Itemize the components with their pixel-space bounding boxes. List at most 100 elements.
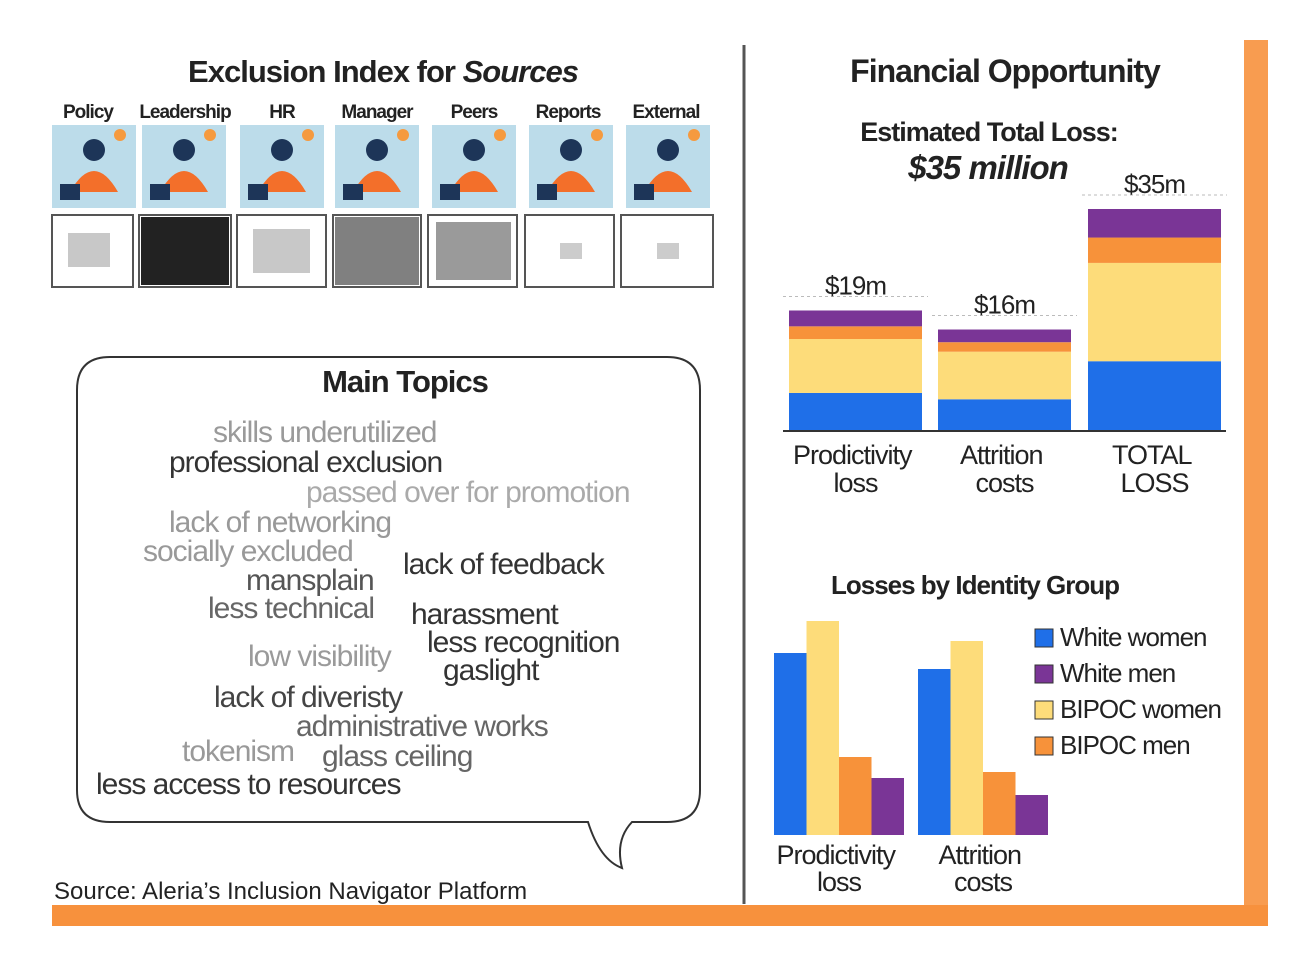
topic-word: professional exclusion — [169, 446, 442, 479]
source-icon — [142, 125, 226, 208]
legend-label: BIPOC women — [1060, 694, 1221, 724]
title-text: Exclusion Index for — [188, 54, 463, 89]
source-label: Leadership — [139, 102, 231, 123]
bar — [983, 772, 1016, 835]
icon-detail — [494, 129, 506, 141]
icon-detail — [343, 184, 363, 200]
bar — [1015, 795, 1048, 835]
icon-detail — [114, 129, 126, 141]
icon-head — [560, 139, 582, 161]
chart-title: Financial Opportunity — [850, 53, 1161, 89]
icon-detail — [204, 129, 216, 141]
icon-detail — [591, 129, 603, 141]
index-box — [524, 214, 615, 288]
source-label: HR — [269, 102, 296, 123]
topic-word: socially excluded — [143, 535, 353, 568]
bar-segment — [789, 339, 922, 393]
icon-detail — [150, 184, 170, 200]
total-annotation: $35 million — [907, 149, 1068, 186]
icon-body — [258, 171, 306, 192]
topic-word: lack of diveristy — [214, 681, 403, 714]
icon-detail — [397, 129, 409, 141]
icon-head — [657, 139, 679, 161]
title-emphasis: Sources — [463, 54, 579, 89]
section-title: Exclusion Index for Sources — [188, 54, 579, 89]
topic-word: less recognition — [427, 626, 619, 659]
icon-head — [366, 139, 388, 161]
source-icon — [335, 125, 419, 208]
bar-segment — [938, 351, 1071, 400]
topic-word: skills underutilized — [213, 416, 436, 449]
legend-swatch — [1034, 700, 1054, 720]
source-icon — [626, 125, 710, 208]
legend-swatch — [1034, 628, 1054, 648]
legend-label: White women — [1060, 622, 1207, 652]
x-tick-label: Prodictivity loss — [793, 440, 918, 498]
source-icon — [529, 125, 613, 208]
bar — [950, 641, 983, 835]
total-label: $35m — [1124, 169, 1185, 199]
topic-word: mansplain — [246, 564, 374, 597]
legend-swatch — [1034, 664, 1054, 684]
topic-word: tokenism — [182, 735, 294, 768]
index-level — [141, 217, 229, 285]
bar-segment — [938, 342, 1071, 352]
index-level — [657, 243, 679, 259]
bar — [839, 757, 872, 835]
topic-word: lack of networking — [169, 506, 391, 539]
chart-subtitle: Estimated Total Loss: — [860, 117, 1118, 147]
bar — [871, 778, 904, 835]
source-label: Reports — [536, 102, 601, 123]
topics-title: Main Topics — [322, 364, 488, 399]
frame-shadow-bottom — [52, 905, 1268, 926]
bar — [918, 669, 951, 835]
source-icon — [52, 125, 136, 208]
bar-segment — [938, 329, 1071, 343]
topic-word: lack of feedback — [403, 548, 606, 581]
legend-label: White men — [1060, 658, 1175, 688]
total-label: $16m — [974, 290, 1035, 320]
index-level — [68, 233, 110, 267]
index-level — [253, 229, 310, 273]
icon-body — [644, 171, 692, 192]
bar-segment — [789, 310, 922, 327]
legend-label: BIPOC men — [1060, 730, 1190, 760]
source-icon — [432, 125, 516, 208]
topic-word: passed over for promotion — [306, 476, 630, 509]
icon-detail — [688, 129, 700, 141]
icon-detail — [537, 184, 557, 200]
icon-body — [353, 171, 401, 192]
icon-head — [271, 139, 293, 161]
bar-segment — [1088, 361, 1221, 431]
source-label: Peers — [451, 102, 498, 123]
icon-detail — [440, 184, 460, 200]
x-tick-label: Attrition costs — [960, 440, 1049, 498]
index-level — [560, 243, 582, 259]
source-note: Source: Aleria’s Inclusion Navigator Pla… — [54, 878, 527, 905]
icon-head — [463, 139, 485, 161]
source-label: Policy — [63, 102, 114, 123]
x-tick-label: Prodictivity loss — [776, 840, 901, 897]
index-level — [436, 222, 511, 280]
icon-body — [70, 171, 118, 192]
icon-detail — [302, 129, 314, 141]
topic-word: low visibility — [248, 640, 392, 673]
bar-segment — [938, 399, 1071, 431]
legend-swatch — [1034, 736, 1054, 756]
total-label: $19m — [825, 270, 886, 300]
topic-word: less technical — [208, 592, 374, 625]
frame-shadow-right — [1244, 40, 1268, 926]
topic-word: gaslight — [443, 654, 540, 687]
icon-detail — [60, 184, 80, 200]
icon-head — [173, 139, 195, 161]
chart-title: Losses by Identity Group — [831, 570, 1119, 600]
bar-segment — [789, 392, 922, 431]
bar-segment — [1088, 209, 1221, 238]
x-tick-label: TOTAL LOSS — [1112, 440, 1197, 498]
icon-body — [160, 171, 208, 192]
source-icon — [240, 125, 324, 208]
topic-word: harassment — [411, 598, 559, 631]
bar — [774, 653, 807, 835]
